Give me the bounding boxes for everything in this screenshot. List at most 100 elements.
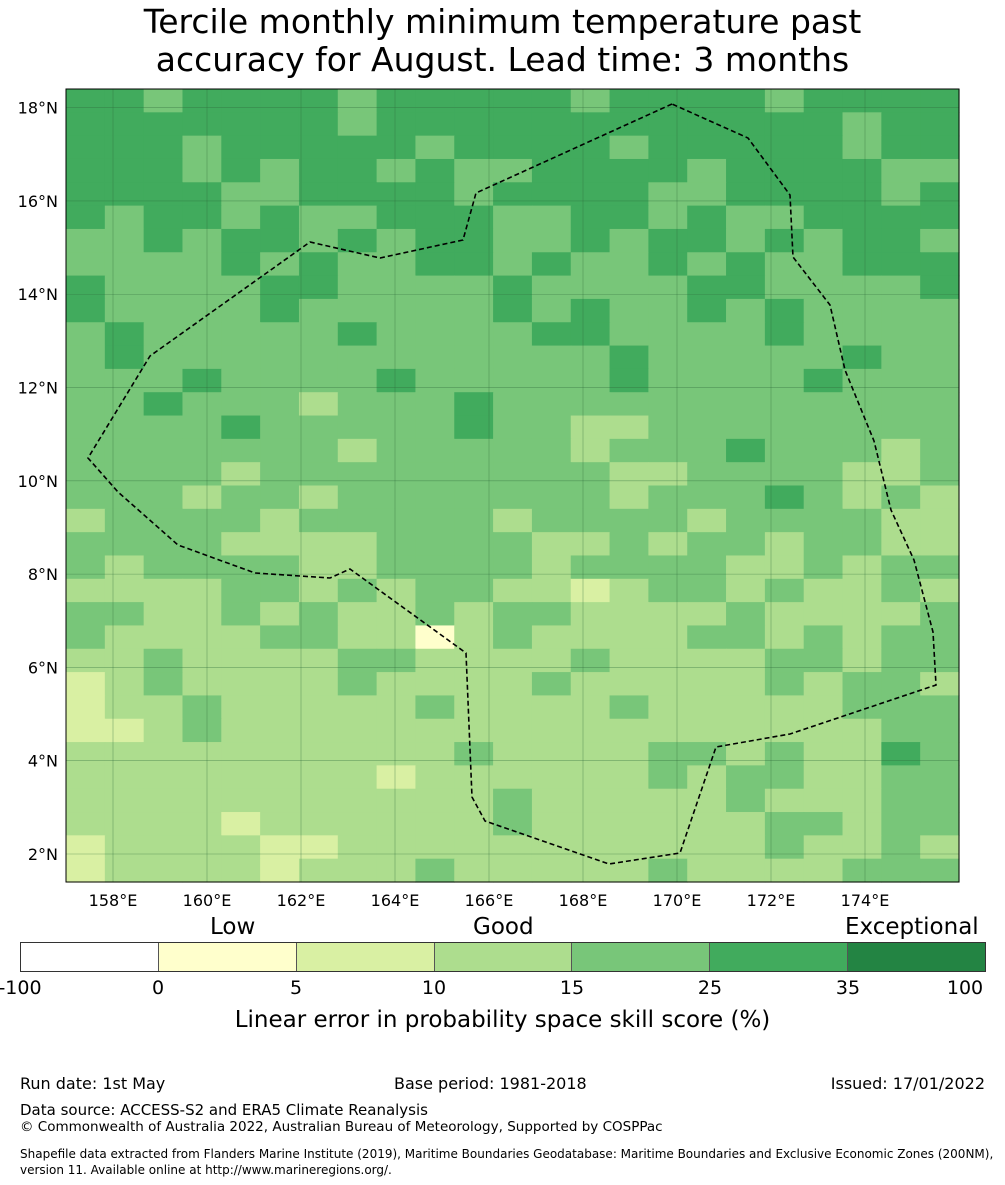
skill-cell xyxy=(764,648,805,673)
skill-cell xyxy=(376,718,417,743)
skill-cell xyxy=(570,648,611,673)
skill-cell xyxy=(182,765,222,790)
skill-cell xyxy=(881,252,921,277)
skill-cell xyxy=(260,462,300,487)
skill-cell xyxy=(415,182,455,207)
skill-cell xyxy=(182,812,222,836)
skill-cell xyxy=(764,345,805,370)
skill-cell xyxy=(687,135,727,160)
skill-cell xyxy=(337,742,378,766)
skill-cell xyxy=(221,578,261,603)
skill-cell xyxy=(376,368,417,393)
skill-cell xyxy=(66,672,106,697)
skill-cell xyxy=(920,89,960,113)
skill-cell xyxy=(842,112,882,137)
skill-cell xyxy=(415,742,455,766)
skill-cell xyxy=(66,625,106,650)
skill-cell xyxy=(687,858,727,883)
skill-cell xyxy=(454,625,494,650)
skill-cell xyxy=(493,392,533,417)
skill-cell xyxy=(726,765,766,790)
skill-cell xyxy=(104,695,145,720)
skill-cell xyxy=(531,462,572,487)
skill-cell xyxy=(182,322,222,347)
skill-cell xyxy=(648,765,688,790)
skill-cell xyxy=(376,89,417,113)
skill-cell xyxy=(531,508,572,533)
skill-cell xyxy=(182,205,222,230)
map-frame xyxy=(65,88,960,883)
skill-cell xyxy=(531,205,572,230)
skill-cell xyxy=(570,718,611,743)
skill-cell xyxy=(415,788,455,813)
skill-cell xyxy=(454,182,494,207)
skill-cell xyxy=(648,345,688,370)
skill-cell xyxy=(337,275,378,300)
skill-cell xyxy=(648,415,688,440)
skill-cell xyxy=(260,648,300,673)
skill-cell xyxy=(648,158,688,183)
skill-cell xyxy=(66,438,106,463)
skill-cell xyxy=(337,438,378,463)
skill-cell xyxy=(842,718,882,743)
skill-cell xyxy=(726,858,766,883)
skill-cell xyxy=(726,275,766,300)
skill-cell xyxy=(415,578,455,603)
skill-cell xyxy=(415,205,455,230)
skill-cell xyxy=(182,742,222,766)
skill-cell xyxy=(337,252,378,277)
skill-cell xyxy=(609,485,649,510)
skill-cell xyxy=(920,228,960,253)
skill-cell xyxy=(143,532,184,557)
skill-cell xyxy=(570,672,611,697)
skill-cell xyxy=(531,578,572,603)
skill-cell xyxy=(182,392,222,417)
skill-cell xyxy=(920,508,960,533)
skill-cell xyxy=(376,158,417,183)
skill-cell xyxy=(842,532,882,557)
skill-cell xyxy=(376,765,417,790)
skill-cell xyxy=(881,345,921,370)
skill-cell xyxy=(337,648,378,673)
skill-cell xyxy=(609,298,649,323)
skill-cell xyxy=(842,648,882,673)
latitude-label: 4°N xyxy=(28,752,58,771)
skill-cell xyxy=(764,742,805,766)
skill-cell xyxy=(260,112,300,137)
skill-cell xyxy=(454,508,494,533)
longitude-label: 174°E xyxy=(841,891,890,910)
skill-cell xyxy=(454,275,494,300)
skill-cell xyxy=(493,508,533,533)
skill-cell xyxy=(260,158,300,183)
skill-cell xyxy=(415,89,455,113)
skill-cell xyxy=(493,835,533,860)
skill-cell xyxy=(104,415,145,440)
skill-cell xyxy=(221,788,261,813)
base-period: Base period: 1981-2018 xyxy=(394,1074,587,1093)
skill-cell xyxy=(376,415,417,440)
skill-cell xyxy=(920,438,960,463)
skill-cell xyxy=(415,135,455,160)
skill-cell xyxy=(104,555,145,580)
issued-date: Issued: 17/01/2022 xyxy=(830,1074,985,1093)
skill-cell xyxy=(143,578,184,603)
skill-cell xyxy=(298,438,339,463)
skill-cell xyxy=(182,625,222,650)
skill-cell xyxy=(803,252,844,277)
skill-cell xyxy=(221,765,261,790)
skill-cell xyxy=(415,112,455,137)
skill-cell xyxy=(66,415,106,440)
skill-score-map: 18°N 16°N 14°N 12°N 10°N 8°N 6°N 4°N 2°N 158°E 16… xyxy=(18,88,960,910)
skill-cell xyxy=(842,415,882,440)
skill-cell xyxy=(531,345,572,370)
skill-cell xyxy=(648,438,688,463)
skill-cell xyxy=(260,718,300,743)
skill-cell xyxy=(454,742,494,766)
skill-cell xyxy=(493,322,533,347)
skill-cell xyxy=(66,695,106,720)
colorbar-tick-label: 25 xyxy=(697,977,723,999)
skill-cell xyxy=(143,602,184,627)
skill-cell xyxy=(454,578,494,603)
skill-cell xyxy=(881,322,921,347)
skill-cell xyxy=(454,368,494,393)
